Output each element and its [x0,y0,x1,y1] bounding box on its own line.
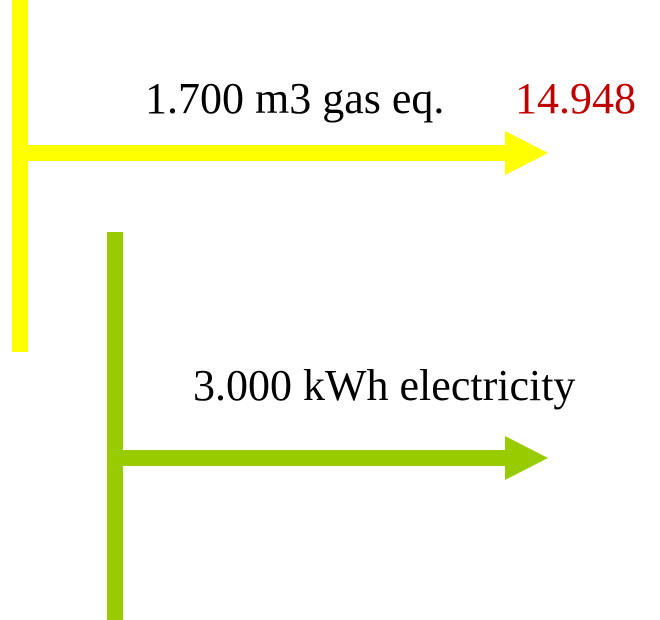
electricity-stem [107,232,123,620]
gas-label: 1.700 m3 gas eq. [145,74,444,123]
gas-stem [12,0,28,352]
gas-value: 14.948 [515,74,636,123]
electricity-arrow-shaft [123,450,508,466]
gas-arrow-shaft [28,145,508,161]
electricity-arrow-head [505,436,548,480]
electricity-label: 3.000 kWh electricity [193,361,575,410]
gas-arrow-head [505,131,548,175]
